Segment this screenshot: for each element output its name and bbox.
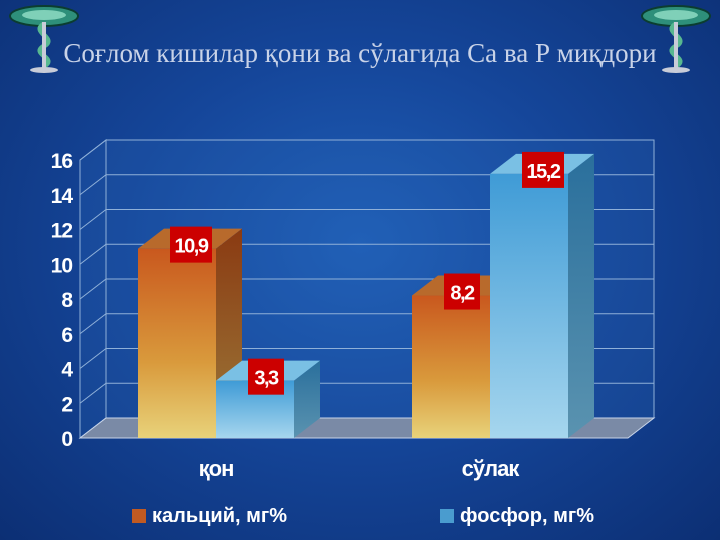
gridline: [79, 139, 654, 161]
y-tick-label: 12: [51, 220, 73, 243]
y-tick-label: 0: [61, 428, 72, 451]
data-label-bg: [170, 226, 212, 263]
data-label: 10,9: [175, 236, 209, 258]
y-tick-label: 14: [51, 185, 74, 208]
data-label-bg: [522, 151, 564, 188]
bar-calcium-0: [138, 248, 216, 438]
data-label: 3,3: [254, 368, 279, 390]
y-tick-label: 2: [61, 393, 72, 416]
gridline: [79, 243, 654, 265]
bar-phosphor-0-side: [294, 360, 320, 438]
bar-calcium-1: [412, 295, 490, 438]
legend-item-phosphor: фосфор, мг%: [440, 503, 594, 529]
legend-swatch-phosphor: [440, 509, 454, 523]
legend-swatch-calcium: [132, 509, 146, 523]
caduceus-logo-icon: [641, 5, 711, 73]
data-label-bg: [444, 273, 480, 310]
bar-phosphor-1: [490, 173, 568, 438]
y-tick-label: 8: [61, 289, 73, 312]
bar-chart: 0 2 4 6 8 10 12 14 16 10,9 3,3 қон 8,2 15,2 сўлак: [51, 138, 656, 481]
y-tick-label: 10: [51, 254, 73, 277]
gridline: [79, 209, 654, 230]
legend-label-calcium: кальций, мг%: [152, 504, 288, 527]
data-label: 8,2: [450, 283, 475, 305]
x-category-label: қон: [199, 456, 234, 481]
y-tick-label: 4: [61, 359, 73, 382]
legend-label-phosphor: фосфор, мг%: [460, 504, 595, 527]
bar-phosphor-1-side: [568, 153, 594, 438]
x-category-label: сўлак: [462, 456, 521, 481]
legend-item-calcium: кальций, мг%: [132, 503, 287, 529]
gridline: [79, 174, 654, 196]
chart-title: Соғлом кишилар қони ва сўлагида Са ва Р …: [63, 38, 657, 68]
caduceus-logo-icon: [9, 5, 79, 73]
y-tick-label: 6: [61, 324, 72, 347]
y-tick-label: 16: [51, 150, 73, 173]
data-label-bg: [248, 358, 284, 395]
data-label: 15,2: [527, 161, 561, 183]
